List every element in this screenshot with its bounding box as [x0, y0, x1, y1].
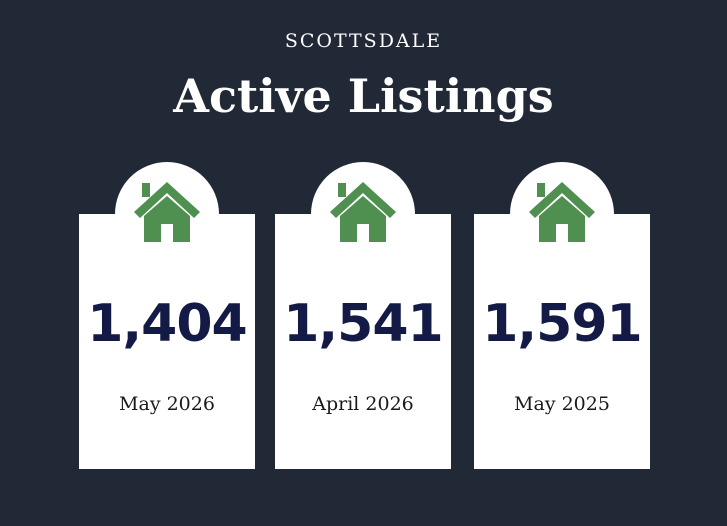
- city-label: SCOTTSDALE: [284, 30, 443, 52]
- period-label: May 2026: [119, 393, 215, 415]
- listing-count: 1,404: [87, 294, 247, 354]
- period-label: April 2026: [312, 393, 414, 415]
- page-title: Active Listings: [173, 69, 554, 123]
- house-icon: [529, 182, 595, 242]
- house-icon: [330, 182, 396, 242]
- stat-card-may-2025: 1,591 May 2025: [474, 162, 650, 469]
- stat-card-april-2026: 1,541 April 2026: [275, 162, 451, 469]
- period-label: May 2025: [514, 393, 610, 415]
- stat-card-may-2026: 1,404 May 2026: [79, 162, 255, 469]
- listing-count: 1,591: [482, 294, 642, 354]
- house-icon: [134, 182, 200, 242]
- listing-count: 1,541: [283, 294, 443, 354]
